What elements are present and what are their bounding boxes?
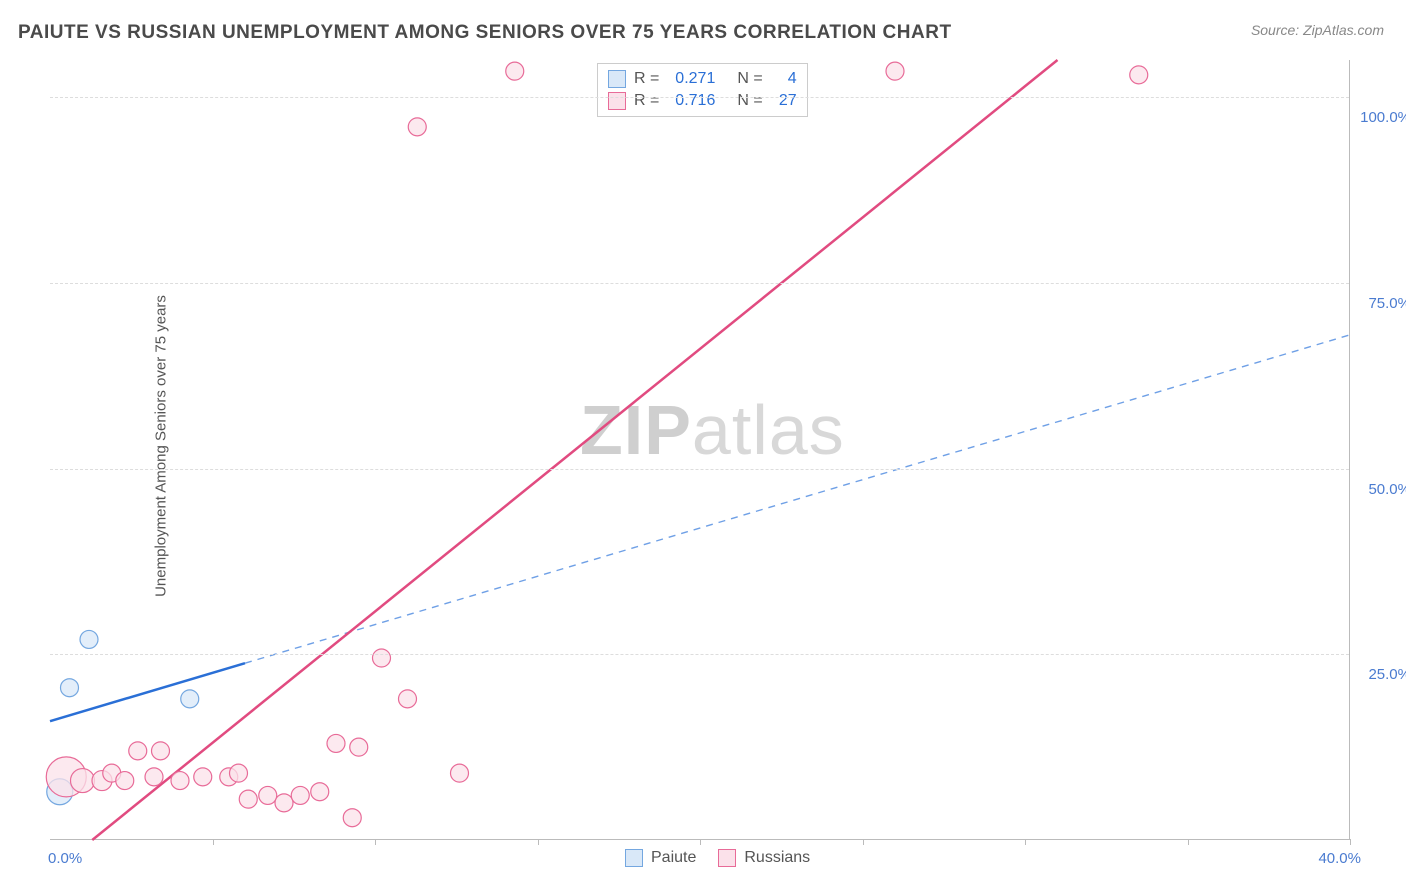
correlation-legend-row-russians: R = 0.716 N = 27 bbox=[608, 90, 797, 112]
data-point bbox=[80, 630, 98, 648]
gridline bbox=[50, 469, 1349, 470]
data-point bbox=[171, 772, 189, 790]
r-value-russians: 0.716 bbox=[667, 92, 715, 110]
data-point bbox=[408, 118, 426, 136]
chart-container: PAIUTE VS RUSSIAN UNEMPLOYMENT AMONG SEN… bbox=[0, 0, 1406, 892]
series-legend: Paiute Russians bbox=[625, 849, 810, 867]
data-point bbox=[239, 790, 257, 808]
legend-swatch-russians bbox=[608, 92, 626, 110]
data-point bbox=[1130, 66, 1148, 84]
series-swatch-russians bbox=[718, 849, 736, 867]
data-point bbox=[71, 769, 95, 793]
x-tick bbox=[1350, 839, 1351, 845]
trend-line-dashed bbox=[245, 335, 1350, 663]
trend-line bbox=[92, 60, 1057, 840]
data-point bbox=[259, 786, 277, 804]
x-tick bbox=[213, 839, 214, 845]
data-point bbox=[373, 649, 391, 667]
n-value-russians: 27 bbox=[771, 92, 797, 110]
data-point bbox=[327, 734, 345, 752]
y-tick-label: 75.0% bbox=[1368, 295, 1406, 312]
data-point bbox=[230, 764, 248, 782]
data-point bbox=[291, 786, 309, 804]
x-tick bbox=[1025, 839, 1026, 845]
y-tick-label: 100.0% bbox=[1360, 109, 1406, 126]
data-point bbox=[194, 768, 212, 786]
series-label-russians: Russians bbox=[744, 849, 810, 867]
x-axis-max-label: 40.0% bbox=[1318, 850, 1361, 867]
correlation-legend: R = 0.271 N = 4 R = 0.716 N = 27 bbox=[597, 63, 808, 117]
n-value-paiute: 4 bbox=[771, 70, 797, 88]
chart-title: PAIUTE VS RUSSIAN UNEMPLOYMENT AMONG SEN… bbox=[18, 22, 952, 44]
r-label-2: R = bbox=[634, 92, 659, 110]
data-point bbox=[61, 679, 79, 697]
series-label-paiute: Paiute bbox=[651, 849, 696, 867]
data-point bbox=[886, 62, 904, 80]
data-point bbox=[451, 764, 469, 782]
r-value-paiute: 0.271 bbox=[667, 70, 715, 88]
n-label: N = bbox=[737, 70, 762, 88]
x-tick bbox=[1188, 839, 1189, 845]
gridline bbox=[50, 283, 1349, 284]
gridline bbox=[50, 654, 1349, 655]
data-point bbox=[506, 62, 524, 80]
y-tick-label: 50.0% bbox=[1368, 481, 1406, 498]
x-tick bbox=[700, 839, 701, 845]
series-legend-item-russians: Russians bbox=[718, 849, 810, 867]
data-point bbox=[145, 768, 163, 786]
x-tick bbox=[538, 839, 539, 845]
gridline bbox=[50, 97, 1349, 98]
data-point bbox=[350, 738, 368, 756]
y-tick-label: 25.0% bbox=[1368, 666, 1406, 683]
data-point bbox=[343, 809, 361, 827]
x-axis-min-label: 0.0% bbox=[48, 850, 82, 867]
plot-area: ZIPatlas 0.0% 40.0% R = 0.271 N = 4 R = … bbox=[50, 60, 1350, 840]
data-point bbox=[181, 690, 199, 708]
data-point bbox=[311, 783, 329, 801]
trend-line bbox=[50, 663, 245, 721]
x-tick bbox=[863, 839, 864, 845]
data-point bbox=[152, 742, 170, 760]
source-attribution: Source: ZipAtlas.com bbox=[1251, 22, 1384, 38]
correlation-legend-row-paiute: R = 0.271 N = 4 bbox=[608, 68, 797, 90]
data-point bbox=[129, 742, 147, 760]
data-point bbox=[275, 794, 293, 812]
series-swatch-paiute bbox=[625, 849, 643, 867]
data-point bbox=[399, 690, 417, 708]
r-label: R = bbox=[634, 70, 659, 88]
x-tick bbox=[375, 839, 376, 845]
n-label-2: N = bbox=[737, 92, 762, 110]
plot-svg bbox=[50, 60, 1349, 839]
series-legend-item-paiute: Paiute bbox=[625, 849, 696, 867]
legend-swatch-paiute bbox=[608, 70, 626, 88]
data-point bbox=[116, 772, 134, 790]
